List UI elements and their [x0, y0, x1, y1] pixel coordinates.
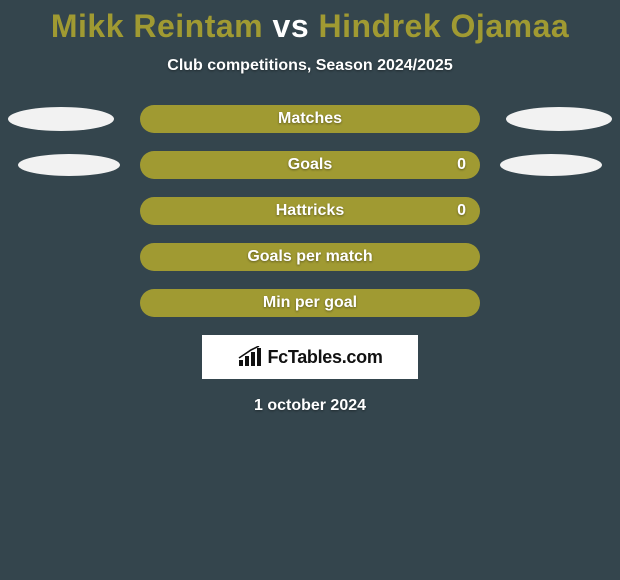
stat-bar: Goals 0	[140, 151, 480, 179]
player2-name: Hindrek Ojamaa	[319, 8, 570, 44]
stat-row-goals: Goals 0	[0, 151, 620, 179]
chart-icon	[237, 346, 263, 368]
stat-label: Min per goal	[263, 294, 357, 312]
date-label: 1 october 2024	[0, 397, 620, 415]
oval-right-2	[500, 154, 602, 176]
stat-bar: Min per goal	[140, 289, 480, 317]
stat-label: Matches	[278, 110, 342, 128]
stat-value-right: 0	[457, 202, 466, 220]
stat-label: Hattricks	[276, 202, 344, 220]
stat-row-hattricks: Hattricks 0	[0, 197, 620, 225]
oval-right-1	[506, 107, 612, 131]
logo-text: FcTables.com	[267, 347, 382, 368]
vs-label: vs	[273, 8, 310, 44]
stat-label: Goals per match	[247, 248, 372, 266]
stat-bar: Matches	[140, 105, 480, 133]
page-title: Mikk Reintam vs Hindrek Ojamaa	[0, 0, 620, 45]
stat-row-gpm: Goals per match	[0, 243, 620, 271]
player1-name: Mikk Reintam	[51, 8, 263, 44]
logo-box: FcTables.com	[202, 335, 418, 379]
oval-left-1	[8, 107, 114, 131]
stat-row-mpg: Min per goal	[0, 289, 620, 317]
subtitle: Club competitions, Season 2024/2025	[0, 57, 620, 75]
oval-left-2	[18, 154, 120, 176]
stat-label: Goals	[288, 156, 332, 174]
stat-bar: Goals per match	[140, 243, 480, 271]
stat-value-right: 0	[457, 156, 466, 174]
stat-row-matches: Matches	[0, 105, 620, 133]
stat-bar: Hattricks 0	[140, 197, 480, 225]
stat-rows: Matches Goals 0 Hattricks 0 Goals per ma…	[0, 105, 620, 317]
